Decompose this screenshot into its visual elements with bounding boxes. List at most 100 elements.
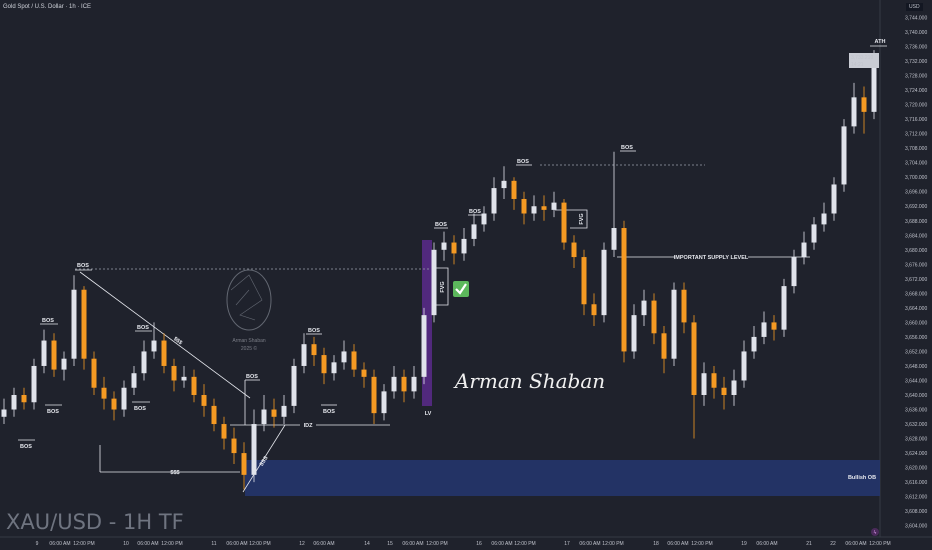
candle-body xyxy=(671,289,677,359)
candle-body xyxy=(111,398,117,410)
current-price: 3,733.210 xyxy=(851,55,873,61)
check-mark-icon xyxy=(453,281,469,297)
candle-body xyxy=(101,387,107,399)
time-tick-label: 19 xyxy=(741,541,747,547)
candle-body xyxy=(211,405,217,425)
candle-body xyxy=(441,242,447,250)
candle-body xyxy=(71,289,77,359)
candle-body xyxy=(641,300,647,316)
candle xyxy=(771,315,777,341)
candle-body xyxy=(461,238,467,254)
candle xyxy=(61,351,67,381)
candle-body xyxy=(301,344,307,366)
candle xyxy=(241,442,247,490)
candle xyxy=(551,191,557,218)
logo-name: Arman Shaban xyxy=(232,338,266,344)
candle-body xyxy=(711,373,717,388)
candle xyxy=(411,365,417,399)
candle xyxy=(201,384,207,417)
time-tick-label: 06:00 AM xyxy=(402,541,423,547)
candle-body xyxy=(741,351,747,381)
candle xyxy=(381,384,387,421)
candle-body xyxy=(551,202,557,210)
liquidity-label: $$$ xyxy=(170,470,179,476)
candle xyxy=(111,391,117,421)
candle xyxy=(811,217,817,250)
candle-body xyxy=(21,395,27,403)
candle xyxy=(441,231,447,261)
price-axis[interactable] xyxy=(880,0,932,550)
idz-label: IDZ xyxy=(304,423,314,429)
candle-body xyxy=(691,322,697,395)
bullish-ob-zone xyxy=(245,460,880,496)
time-tick-label: 12:00 PM xyxy=(73,541,94,547)
candle-body xyxy=(321,355,327,374)
candle xyxy=(331,355,337,381)
candle-body xyxy=(661,333,667,359)
candle-body xyxy=(831,184,837,214)
candle-body xyxy=(291,365,297,406)
candle-body xyxy=(811,224,817,243)
candle-body xyxy=(521,198,527,214)
candle-body xyxy=(651,300,657,334)
candle xyxy=(391,365,397,399)
flag-icon[interactable]: ϟ xyxy=(871,528,879,536)
candle-body xyxy=(421,315,427,377)
candle-body xyxy=(171,365,177,381)
price-tick-label: 3,616.000 xyxy=(905,480,927,486)
price-tick-label: 3,704.000 xyxy=(905,161,927,167)
candle-body xyxy=(561,202,567,243)
signature: Arman Shaban xyxy=(453,369,605,393)
price-tick-label: 3,688.000 xyxy=(905,219,927,225)
candle xyxy=(491,177,497,221)
time-tick-label: 12 xyxy=(299,541,305,547)
candle-body xyxy=(391,376,397,392)
candle-body xyxy=(751,336,757,352)
price-tick-label: 3,640.000 xyxy=(905,393,927,399)
time-tick-label: 17 xyxy=(564,541,570,547)
candle-body xyxy=(781,286,787,330)
price-tick-label: 3,740.000 xyxy=(905,30,927,36)
candle xyxy=(501,166,507,199)
candle xyxy=(431,242,437,323)
candle-body xyxy=(701,373,707,395)
price-tick-label: 3,620.000 xyxy=(905,466,927,472)
candle xyxy=(211,398,217,432)
time-tick-label: 10 xyxy=(123,541,129,547)
candle xyxy=(291,358,297,414)
candle-body xyxy=(81,289,87,359)
candle xyxy=(721,376,727,410)
time-tick-label: 12:00 PM xyxy=(161,541,182,547)
watermark-title: XAU/USD - 1H TF xyxy=(6,510,184,534)
candle xyxy=(781,278,787,337)
candle xyxy=(421,307,427,385)
lv-label: LV xyxy=(425,411,432,417)
candle-body xyxy=(411,376,417,392)
supply-level-label: IMPORTANT SUPPLY LEVEL xyxy=(674,255,749,261)
fvg-label: FVG xyxy=(440,281,446,292)
candle-body xyxy=(721,387,727,395)
candle-body xyxy=(141,351,147,374)
candle xyxy=(451,235,457,265)
candle xyxy=(651,293,657,345)
candle-body xyxy=(341,351,347,363)
liquidity-label: $$$ xyxy=(172,336,183,346)
price-tick-label: 3,712.000 xyxy=(905,132,927,138)
candle xyxy=(71,275,77,366)
candle xyxy=(21,387,27,410)
candle-body xyxy=(381,391,387,414)
candle-body xyxy=(91,358,97,388)
candle xyxy=(511,177,517,210)
candle xyxy=(11,387,17,417)
candle xyxy=(681,282,687,334)
candle-body xyxy=(501,180,507,189)
symbol-title: Gold Spot / U.S. Dollar · 1h · ICE xyxy=(3,4,92,10)
candle xyxy=(841,119,847,192)
candle xyxy=(591,293,597,327)
candle-body xyxy=(631,315,637,352)
candles xyxy=(1,50,877,490)
time-tick-label: 15 xyxy=(387,541,393,547)
candle xyxy=(801,231,807,265)
currency-button[interactable]: USD xyxy=(906,3,923,11)
